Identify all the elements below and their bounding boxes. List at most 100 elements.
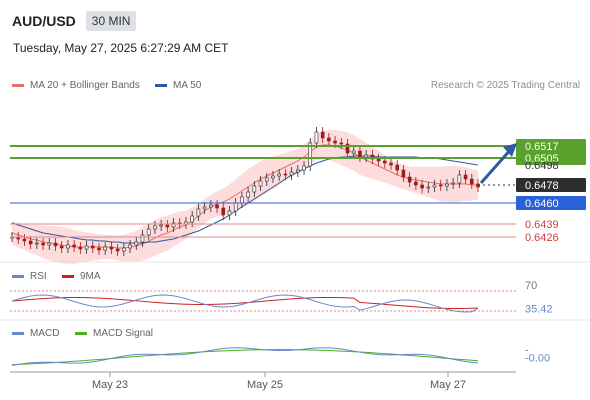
candle-body [395, 164, 400, 171]
candle [165, 220, 170, 232]
candle-body [420, 184, 424, 189]
candle [84, 241, 89, 254]
candle [420, 180, 424, 193]
candle-body [264, 177, 269, 182]
candle [296, 165, 300, 177]
level-tag [516, 139, 586, 153]
candle-body [215, 204, 219, 209]
candle [277, 169, 281, 181]
candle [153, 221, 157, 234]
legend-rsi-label: RSI [30, 271, 47, 282]
timeframe-badge[interactable]: 30 MIN [85, 11, 137, 31]
candle [463, 170, 468, 184]
candle-body [28, 240, 33, 245]
candle-body [351, 150, 356, 154]
candle-body [364, 154, 368, 158]
level-tag [516, 151, 586, 165]
level-tag [516, 196, 586, 210]
candle-body [246, 191, 250, 198]
candle-body [333, 140, 337, 144]
candle-body [457, 174, 462, 184]
candle-body [445, 183, 449, 187]
candle-body [190, 215, 194, 223]
candle [246, 187, 250, 202]
candle [271, 171, 275, 183]
bollinger-band [12, 129, 478, 264]
candle-body [308, 142, 313, 167]
candle [128, 240, 132, 253]
candle [258, 176, 263, 191]
candle-body [53, 242, 58, 247]
candle [47, 238, 52, 250]
candle [469, 174, 474, 189]
legend-macd-signal: MACD Signal [75, 328, 153, 339]
candle-body [320, 131, 325, 139]
datetime-label: Tuesday, May 27, 2025 6:27:29 AM CET [13, 41, 229, 55]
forecast-arrow [479, 147, 514, 184]
candle [432, 180, 437, 192]
candle-body [90, 245, 95, 249]
candle-body [202, 206, 207, 210]
candle [53, 238, 58, 251]
candle-body [432, 184, 437, 188]
candle-body [35, 242, 39, 245]
candle-body [128, 244, 132, 249]
candle-body [171, 222, 176, 228]
level-label: 0.6426 [525, 232, 559, 244]
candle [171, 218, 176, 232]
candle-body [426, 186, 431, 189]
candle-body [401, 169, 406, 178]
candle-body [414, 181, 418, 186]
rsi-line [11, 294, 479, 313]
candle [122, 243, 126, 256]
candle-body [59, 245, 64, 249]
candle [327, 133, 331, 146]
rsi-ma-swatch [62, 275, 74, 278]
candle [320, 127, 325, 143]
candle-body [451, 182, 455, 185]
candle-body [72, 244, 76, 248]
candle-body [196, 208, 201, 217]
macd-signal-line [11, 349, 479, 366]
legend-ma20-label: MA 20 + Bollinger Bands [30, 80, 140, 91]
candle [140, 230, 145, 247]
candle [283, 169, 288, 180]
level-label: 0.6505 [525, 153, 559, 165]
candle-body [109, 246, 114, 250]
candle-body [358, 150, 362, 158]
candle-body [345, 143, 350, 154]
candle [451, 178, 455, 189]
candle [22, 234, 27, 246]
candle-body [233, 202, 238, 212]
rsi-ma-line [11, 296, 479, 309]
x-tick-label: May 27 [430, 379, 466, 391]
candle-body [22, 238, 27, 242]
level-label: 0.6460 [525, 198, 559, 210]
candle [308, 138, 313, 171]
candle [252, 181, 257, 197]
candle-body [339, 142, 344, 145]
legend-rsi-ma: 9MA [62, 271, 101, 282]
candle-body [289, 171, 294, 176]
level-label: 0.6478 [525, 180, 559, 192]
candle [41, 238, 45, 250]
candle [159, 220, 163, 231]
candle [401, 165, 406, 182]
candle-body [252, 185, 257, 193]
candle-body [78, 246, 83, 250]
candle-body [227, 210, 232, 216]
candle [426, 182, 431, 193]
level-label: 0.6498 [525, 160, 559, 172]
candle [134, 237, 139, 250]
candle-body [165, 224, 170, 228]
candle [59, 241, 64, 253]
candle [339, 138, 344, 149]
macd-level-label: -0.00 [525, 353, 550, 365]
rsi-level-label: 35.42 [525, 303, 553, 315]
candle [438, 180, 443, 191]
candle [345, 139, 350, 158]
macd-swatch [12, 332, 24, 335]
macd-line [11, 347, 479, 366]
candle-body [159, 224, 163, 227]
